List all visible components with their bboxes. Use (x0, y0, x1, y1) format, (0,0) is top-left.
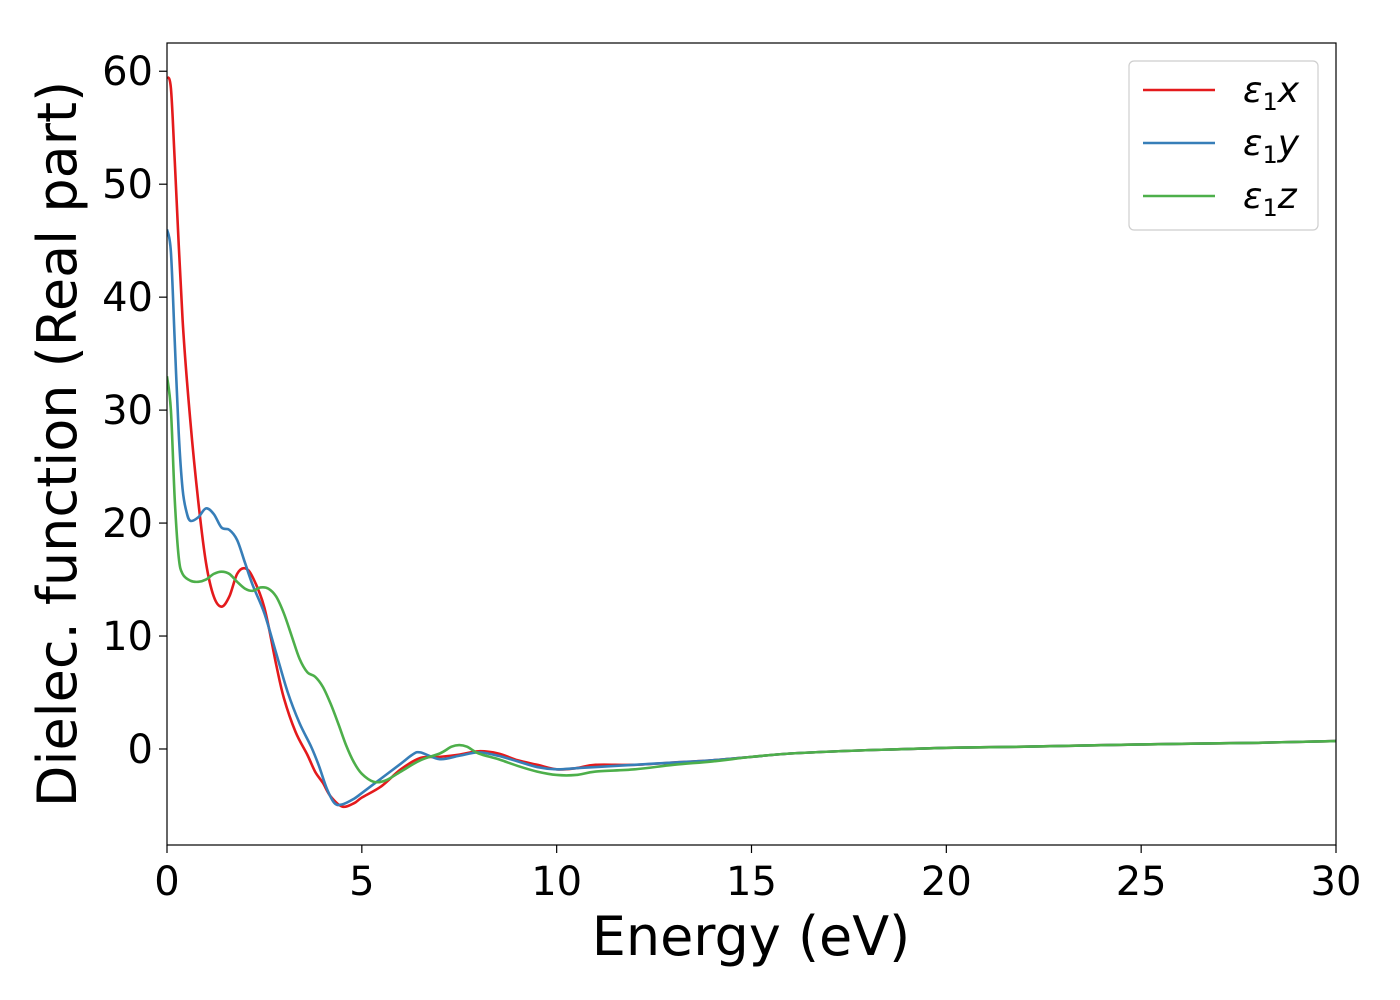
x-axis-ticks: 0 5 10 15 20 25 30 (154, 845, 1361, 905)
x-tick-label: 0 (154, 859, 179, 905)
y-tick-label: 60 (102, 49, 153, 95)
x-axis-label: Energy (eV) (592, 905, 911, 968)
y-tick-label: 20 (102, 501, 153, 547)
x-tick-label: 30 (1311, 859, 1362, 905)
legend-symbol: ε (1243, 123, 1262, 164)
x-tick-label: 5 (349, 859, 374, 905)
y-axis-label: Dielec. function (Real part) (26, 81, 89, 807)
legend-variable: z (1277, 176, 1298, 217)
y-axis-ticks: 0 10 20 30 40 50 60 (102, 49, 167, 773)
x-tick-label: 25 (1116, 859, 1167, 905)
legend-subscript: 1 (1262, 194, 1277, 222)
legend-label-x: ε1x (1243, 70, 1300, 116)
legend-variable: y (1277, 123, 1300, 164)
y-tick-label: 30 (102, 388, 153, 434)
legend-subscript: 1 (1262, 88, 1277, 116)
legend-subscript: 1 (1262, 141, 1277, 169)
y-tick-label: 0 (128, 727, 153, 773)
legend-box (1128, 60, 1319, 231)
series-line-z (167, 376, 1336, 784)
x-tick-label: 20 (921, 859, 972, 905)
y-tick-label: 40 (102, 275, 153, 321)
y-tick-label: 10 (102, 614, 153, 660)
legend-symbol: ε (1243, 176, 1262, 217)
x-tick-label: 15 (726, 859, 777, 905)
series-layer (167, 76, 1336, 809)
legend-label-z: ε1z (1243, 176, 1298, 222)
y-tick-label: 50 (102, 162, 153, 208)
x-tick-label: 10 (531, 859, 582, 905)
legend-label-y: ε1y (1243, 123, 1300, 169)
legend-symbol: ε (1243, 70, 1262, 111)
legend-variable: x (1277, 70, 1300, 111)
